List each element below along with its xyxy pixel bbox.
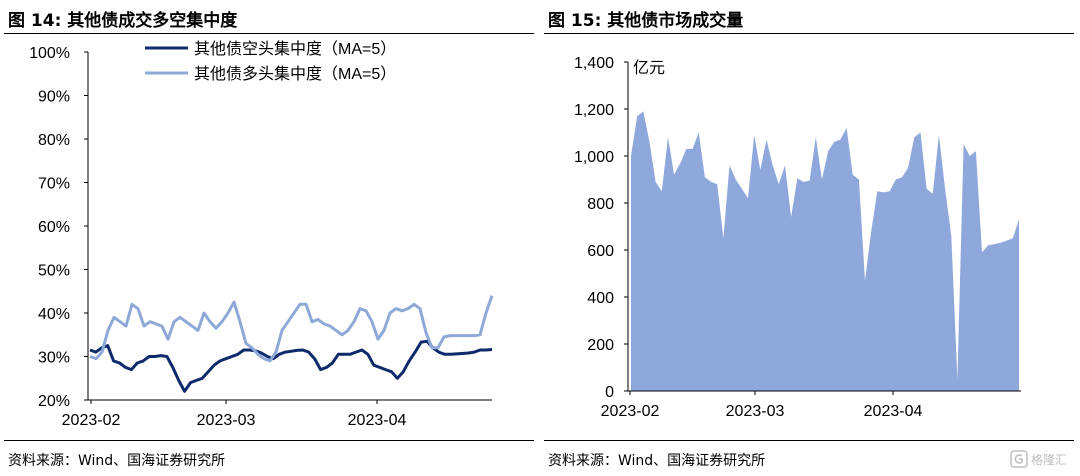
y-tick-label: 400 [587,290,614,307]
y-tick-label: 100% [29,45,70,62]
legend-label: 其他债空头集中度（MA=5） [194,40,396,58]
y-tick-label: 70% [38,176,70,193]
x-tick-label: 2023-02 [62,412,121,429]
figure-15-source: 资料来源：Wind、国海证券研究所 [548,453,766,469]
figure-14-bottom-rule [4,440,534,441]
x-tick-label: 2023-04 [864,403,923,420]
x-tick-label: 2023-03 [197,412,256,429]
y-unit-label: 亿元 [633,59,665,77]
y-tick-label: 30% [38,350,70,367]
y-tick-label: 20% [38,393,70,410]
watermark-text: 格隆汇 [1031,452,1067,467]
legend-long-entry: 其他债多头集中度（MA=5） [145,65,396,83]
x-tick-label: 2023-04 [348,412,407,429]
y-tick-label: 90% [38,89,70,106]
figure-14-panel: 图 14: 其他债成交多空集中度 20% 30% 40% 50% 60% 70% 80% 90… [4,11,534,469]
legend-label: 其他债多头集中度（MA=5） [194,65,396,83]
x-tick-label: 2023-02 [601,403,660,420]
figure-14-source: 资料来源：Wind、国海证券研究所 [8,453,226,469]
figure-15-top-rule [544,33,1074,34]
y-tick-label: 1,000 [574,149,614,166]
y-tick-label: 0 [605,384,614,401]
figure-15-panel: 图 15: 其他债市场成交量 0 200 400 600 800 1,000 1,200 1,… [540,0,1080,476]
y-tick-label: 1,400 [574,55,614,72]
short-long-concentration-chart: 20% 30% 40% 50% 60% 70% 80% 90% 100% 2023-02 2023-… [29,40,494,429]
y-tick-label: 800 [587,196,614,213]
trading-volume-chart: 0 200 400 600 800 1,000 1,200 1,400 亿元 2023-02 202… [574,55,1021,420]
short-concentration-line [89,339,493,393]
legend-short-entry: 其他债空头集中度（MA=5） [145,40,396,58]
figure-15-title: 图 15: 其他债市场成交量 [548,11,744,31]
x-tick-label: 2023-03 [726,403,785,420]
y-tick-label: 40% [38,306,70,323]
y-tick-label: 200 [587,337,614,354]
y-tick-label: 50% [38,263,70,280]
figure-14-top-rule [4,33,534,34]
figure-15-bottom-rule [544,440,1074,441]
y-tick-label: 60% [38,219,70,236]
gelonghui-watermark-logo: 格隆汇 [1010,450,1067,468]
y-tick-label: 600 [587,243,614,260]
figure-14-title: 图 14: 其他债成交多空集中度 [8,11,238,31]
y-tick-label: 80% [38,132,70,149]
y-tick-label: 1,200 [574,102,614,119]
long-concentration-line [89,295,494,363]
volume-area [631,111,1019,392]
